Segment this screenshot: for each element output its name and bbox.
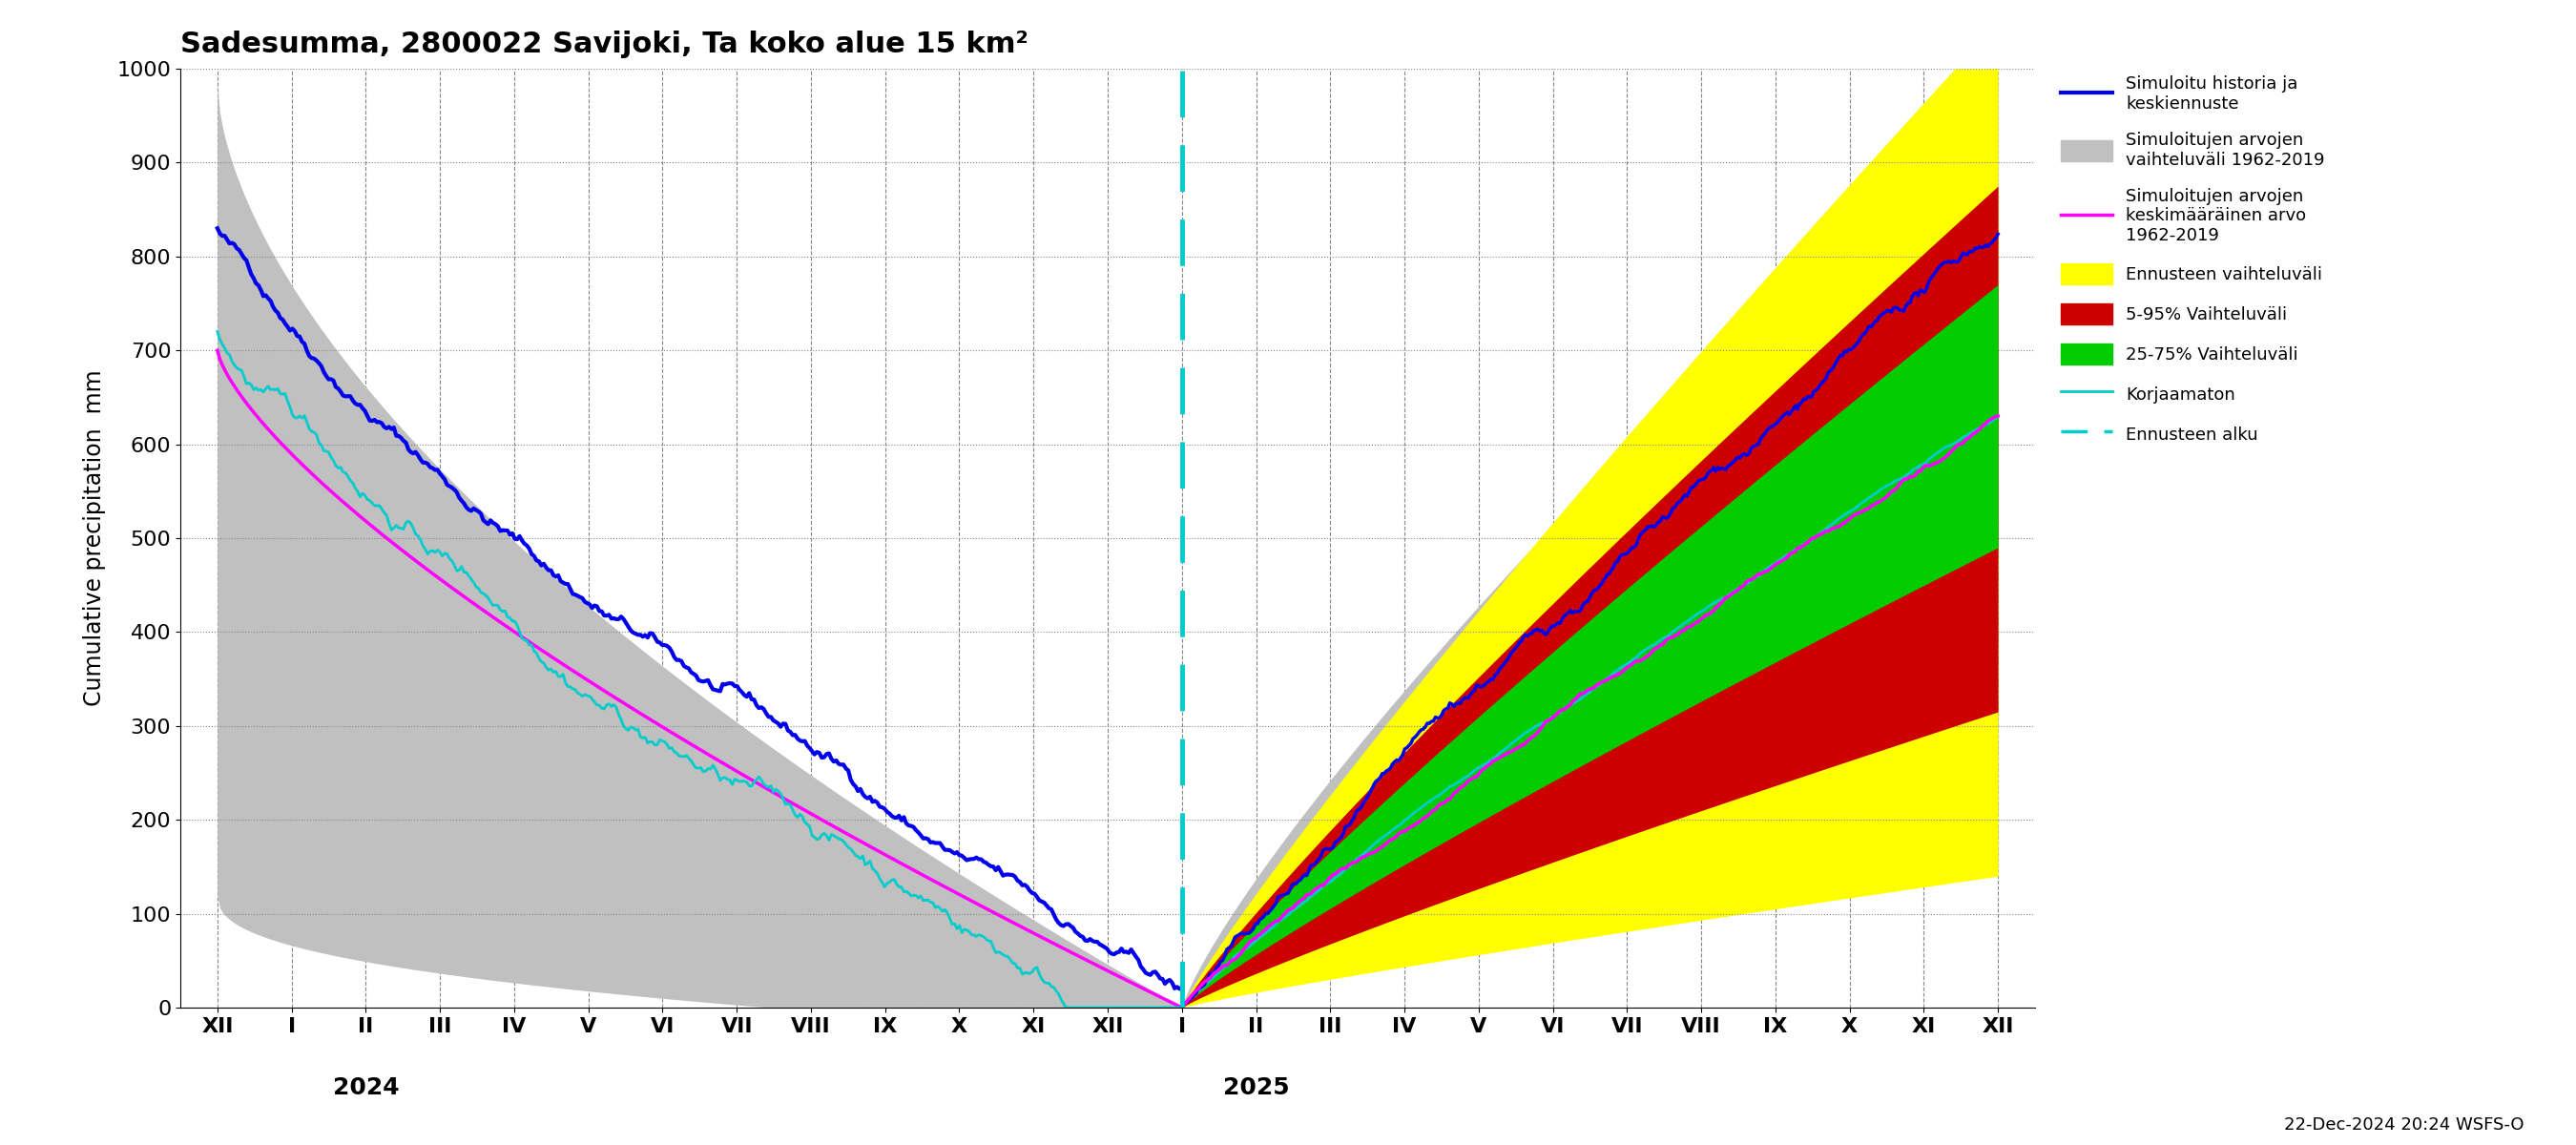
Text: 2024: 2024 — [332, 1076, 399, 1099]
Text: Sadesumma, 2800022 Savijoki, Ta koko alue 15 km²: Sadesumma, 2800022 Savijoki, Ta koko alu… — [180, 31, 1028, 58]
Y-axis label: Cumulative precipitation  mm: Cumulative precipitation mm — [82, 370, 106, 706]
Text: 22-Dec-2024 20:24 WSFS-O: 22-Dec-2024 20:24 WSFS-O — [2285, 1116, 2524, 1134]
Text: 2025: 2025 — [1224, 1076, 1288, 1099]
Legend: Simuloitu historia ja
keskiennuste, Simuloitujen arvojen
vaihteluväli 1962-2019,: Simuloitu historia ja keskiennuste, Simu… — [2053, 69, 2331, 451]
